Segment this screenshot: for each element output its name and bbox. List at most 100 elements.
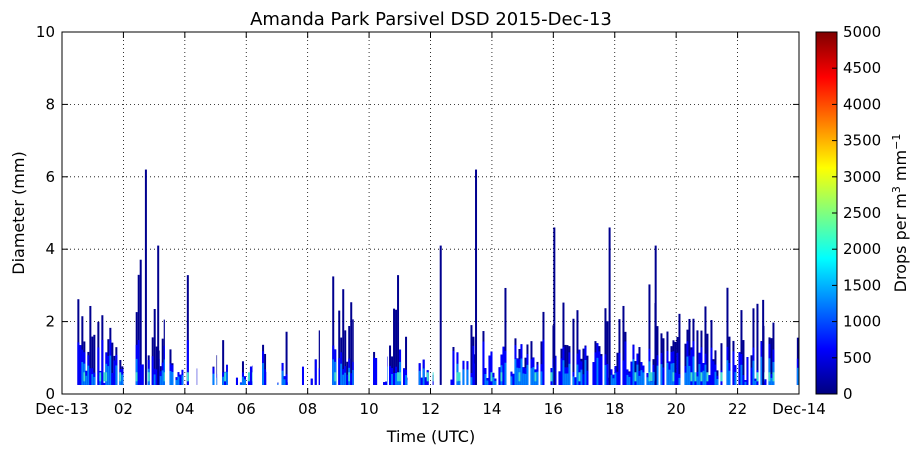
x-tick-label: 02 xyxy=(114,400,133,418)
heatmap-cell xyxy=(518,372,520,381)
heatmap-cell xyxy=(512,374,514,385)
heatmap-cell xyxy=(728,371,730,385)
x-tick-label: 18 xyxy=(605,400,624,418)
heatmap-cell xyxy=(764,379,766,385)
heatmap-cell xyxy=(756,372,758,381)
heatmap-cell xyxy=(564,374,566,385)
heatmap-spike xyxy=(475,170,477,385)
heatmap-cell xyxy=(744,382,746,385)
x-tick-label: 22 xyxy=(728,400,747,418)
heatmap-cell xyxy=(177,377,179,385)
heatmap-cell xyxy=(83,372,85,381)
heatmap-cell xyxy=(768,372,770,381)
heatmap-cell xyxy=(450,380,452,385)
heatmap-cell xyxy=(482,342,484,385)
heatmap-cell xyxy=(612,378,614,385)
heatmap-cell xyxy=(706,372,708,381)
heatmap-cell xyxy=(85,376,87,385)
y-tick-label: 4 xyxy=(45,240,55,258)
heatmap-cell xyxy=(646,377,648,385)
x-tick-label: 04 xyxy=(175,400,194,418)
heatmap-cell xyxy=(113,360,115,385)
heatmap-cell xyxy=(97,347,99,385)
heatmap-cell xyxy=(93,377,95,385)
colorbar-tick-label: 500 xyxy=(843,349,872,367)
heatmap-cell xyxy=(171,372,173,385)
heatmap-cell xyxy=(240,383,242,385)
heatmap-cell xyxy=(716,379,718,385)
heatmap-cell xyxy=(470,377,472,385)
heatmap-cell xyxy=(332,359,334,385)
heatmap-cell xyxy=(91,374,93,385)
heatmap-cell xyxy=(628,377,630,385)
heatmap-cell xyxy=(342,375,344,385)
heatmap-cell xyxy=(584,360,586,385)
heatmap-cell xyxy=(734,372,736,385)
heatmap-cell xyxy=(754,381,756,385)
heatmap-cell xyxy=(604,365,606,385)
colorbar-tick-label: 1500 xyxy=(843,276,881,294)
heatmap-cell xyxy=(772,372,774,381)
heatmap-cell xyxy=(710,348,712,385)
heatmap-cell xyxy=(262,363,264,385)
heatmap-cell xyxy=(622,360,624,385)
heatmap-cell xyxy=(692,356,694,384)
heatmap-cell xyxy=(526,365,528,385)
heatmap-cell xyxy=(399,372,401,381)
heatmap-cell xyxy=(572,377,574,385)
heatmap-cell xyxy=(536,372,538,385)
heatmap-cell xyxy=(594,352,596,385)
heatmap-cell xyxy=(660,364,662,385)
heatmap-cell xyxy=(286,374,288,385)
heatmap-cell xyxy=(79,345,81,385)
heatmap-cell xyxy=(311,379,313,385)
heatmap-cell xyxy=(107,366,109,385)
heatmap-cell xyxy=(472,346,474,385)
heatmap-cell xyxy=(632,359,634,385)
heatmap-cell xyxy=(702,371,704,385)
colorbar-tick-label: 3500 xyxy=(843,132,881,150)
heatmap-cell xyxy=(700,372,702,381)
heatmap-cell xyxy=(236,378,238,385)
heatmap-cell xyxy=(224,372,226,381)
heatmap-cell xyxy=(656,366,658,385)
heatmap-cell xyxy=(169,371,171,385)
x-tick-label: 10 xyxy=(360,400,379,418)
heatmap-cell xyxy=(187,372,189,381)
heatmap-cell xyxy=(648,372,650,381)
heatmap-cell xyxy=(162,370,164,385)
heatmap-cell xyxy=(740,365,742,385)
heatmap-cell xyxy=(250,367,252,385)
heatmap-cell xyxy=(626,375,628,385)
heatmap-cell xyxy=(586,371,588,385)
heatmap-cell xyxy=(522,373,524,385)
heatmap-cell xyxy=(694,372,696,381)
heatmap-cell xyxy=(340,364,342,385)
heatmap-cell xyxy=(562,360,564,385)
heatmap-cell xyxy=(350,373,352,385)
heatmap-cell xyxy=(462,369,464,385)
heatmap-cell xyxy=(498,367,500,385)
heatmap-cell xyxy=(690,372,692,381)
colorbar-label: Drops per m3 mm−1 xyxy=(890,134,910,293)
heatmap-cell xyxy=(109,356,111,385)
x-tick-label: 16 xyxy=(544,400,563,418)
heatmap-cell xyxy=(419,371,421,385)
heatmap-cell xyxy=(486,381,488,385)
heatmap-cell xyxy=(532,367,534,385)
heatmap-cell xyxy=(550,372,552,381)
heatmap-cell xyxy=(181,375,183,385)
heatmap-spike xyxy=(655,246,657,385)
heatmap-cell xyxy=(216,378,217,385)
heatmap-cell xyxy=(670,364,672,385)
heatmap-cell xyxy=(708,375,710,385)
heatmap-cell xyxy=(686,357,688,385)
heatmap-cell xyxy=(674,373,676,385)
heatmap-spike xyxy=(145,170,147,385)
colorbar-tick-label: 2500 xyxy=(843,204,881,222)
heatmap-cell xyxy=(348,372,350,381)
x-tick-label: 08 xyxy=(298,400,317,418)
heatmap-cell xyxy=(101,340,103,385)
